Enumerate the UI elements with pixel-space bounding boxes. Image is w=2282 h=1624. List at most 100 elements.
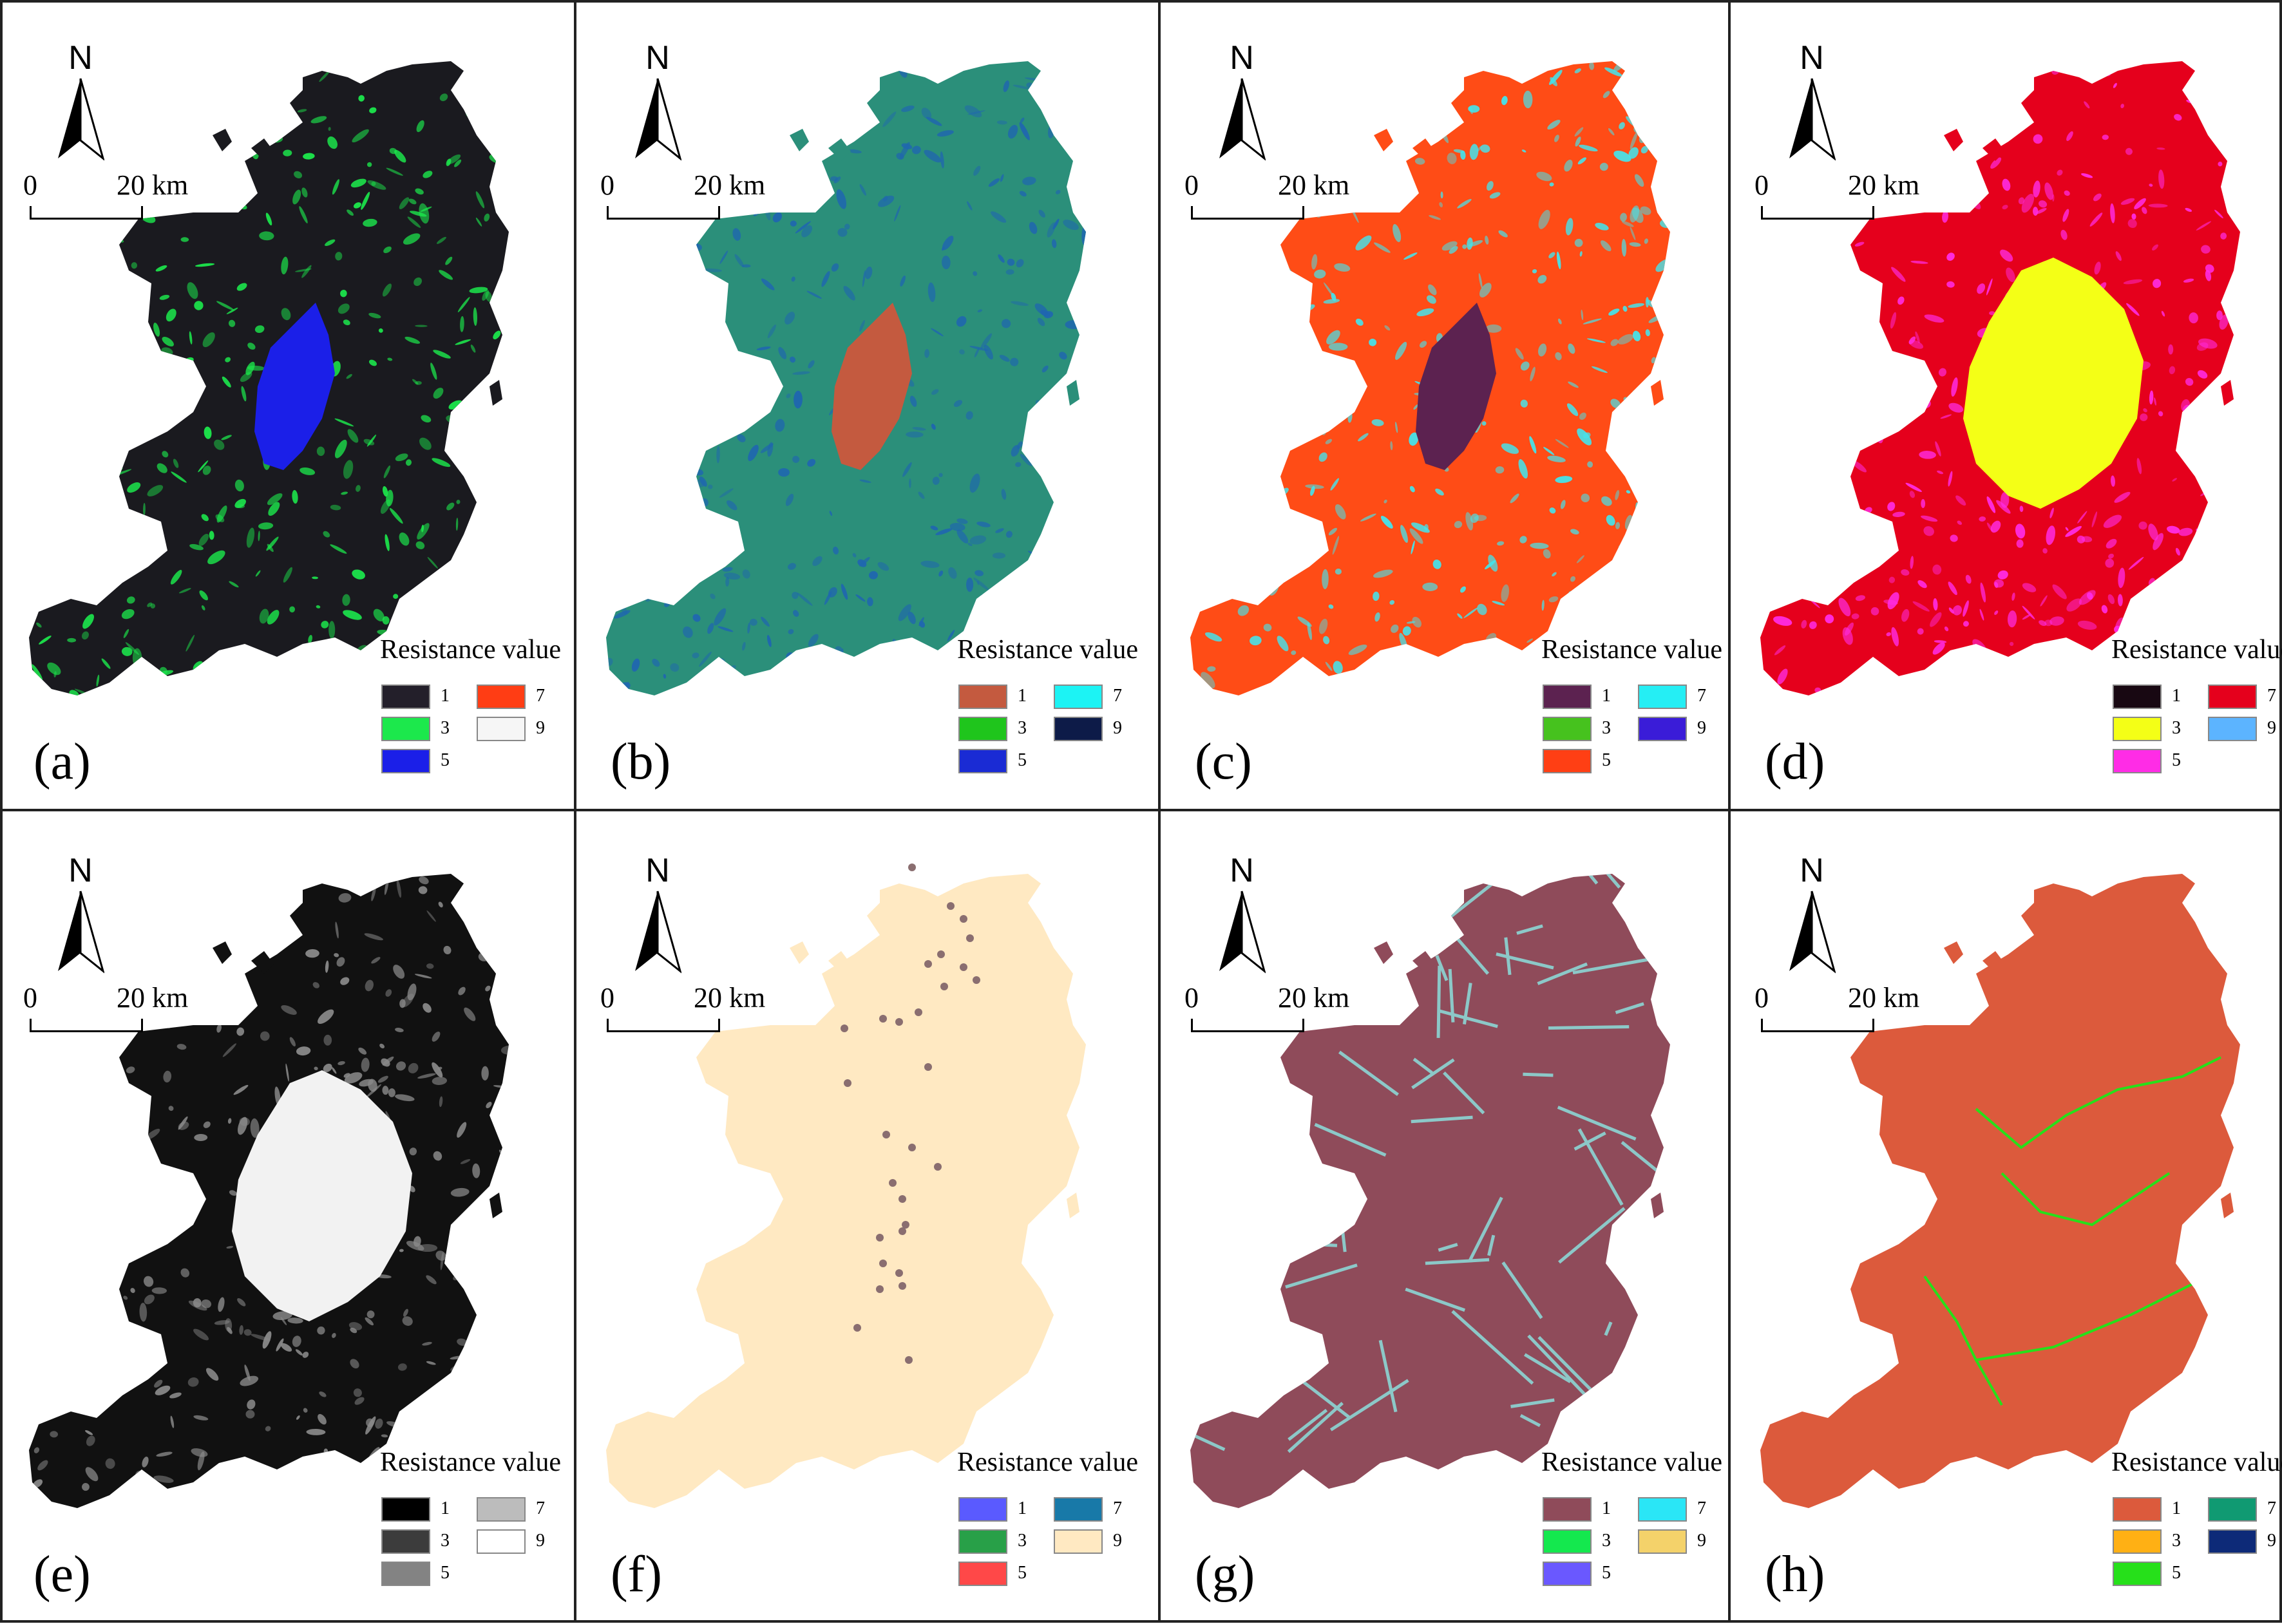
legend-swatch — [2113, 717, 2162, 741]
legend: Resistance value 1 3 5 7 9 — [957, 634, 1144, 795]
panel-letter: (g) — [1195, 1546, 1255, 1603]
legend-swatch — [958, 1562, 1007, 1586]
scale-line — [1761, 1019, 1874, 1032]
map-panel-c: N 0 20 km (c) Resistance value 1 3 5 7 9 — [1161, 0, 1732, 811]
legend: Resistance value 1 3 5 7 9 — [1541, 1447, 1728, 1608]
legend-swatch — [1543, 1529, 1592, 1554]
legend-value: 5 — [1018, 750, 1027, 770]
north-arrow-icon — [1789, 78, 1836, 161]
panel-letter: (f) — [611, 1546, 662, 1603]
north-arrow-icon — [58, 78, 104, 161]
legend-value: 1 — [2172, 686, 2181, 706]
map-panel-b: N 0 20 km (b) Resistance value 1 3 5 7 9 — [577, 0, 1148, 811]
scale-line — [607, 206, 720, 220]
panel-letter: (h) — [1765, 1546, 1825, 1603]
legend-value: 9 — [2267, 1531, 2276, 1551]
scale-start-label: 0 — [23, 982, 37, 1014]
legend-value: 7 — [1697, 686, 1706, 706]
scale-start-label: 0 — [1754, 982, 1769, 1014]
scale-end-label: 20 km — [117, 982, 189, 1014]
legend-swatch — [1543, 717, 1592, 741]
scale-bar: 0 20 km — [600, 981, 765, 1039]
legend-title: Resistance value — [957, 1448, 1139, 1477]
scale-start-label: 0 — [23, 169, 37, 201]
north-arrow-icon — [1219, 891, 1266, 974]
legend: Resistance value 1 3 5 7 9 — [2111, 634, 2282, 795]
legend-value: 7 — [1113, 1498, 1122, 1518]
legend-swatch — [1543, 1497, 1592, 1522]
north-arrow: N — [1206, 851, 1277, 974]
legend-value: 1 — [2172, 1498, 2181, 1518]
legend-swatch — [2208, 717, 2257, 741]
legend-title: Resistance value — [380, 635, 562, 665]
map-panel-h: N 0 20 km (h) Resistance value 1 3 5 7 9 — [1731, 813, 2282, 1624]
legend: Resistance value 1 3 5 7 9 — [2111, 1447, 2282, 1608]
legend-swatch — [381, 749, 430, 773]
legend-value: 3 — [2172, 1531, 2181, 1551]
north-label: N — [68, 852, 93, 889]
legend-swatch — [381, 717, 430, 741]
legend: Resistance value 1 3 5 7 9 — [1541, 634, 1728, 795]
north-arrow: N — [1776, 851, 1847, 974]
legend-value: 5 — [1602, 750, 1611, 770]
north-label: N — [1800, 852, 1824, 889]
legend-swatch — [1054, 1497, 1103, 1522]
region-map — [1760, 874, 2240, 1508]
legend-value: 1 — [1602, 1498, 1611, 1518]
panel-letter: (a) — [33, 733, 91, 790]
legend-swatch — [2208, 685, 2257, 709]
region-map — [29, 874, 509, 1508]
scale-start-label: 0 — [600, 982, 614, 1014]
legend-swatch — [2113, 1562, 2162, 1586]
legend-swatch — [381, 1562, 430, 1586]
legend-value: 3 — [441, 718, 450, 738]
north-arrow-icon — [58, 891, 104, 974]
legend-swatch — [381, 1497, 430, 1522]
legend-swatch — [2208, 1497, 2257, 1522]
legend-title: Resistance value — [2111, 1448, 2282, 1477]
region-map — [606, 61, 1086, 695]
legend-value: 9 — [1113, 1531, 1122, 1551]
region-map — [606, 864, 1086, 1508]
legend-value: 3 — [1602, 1531, 1611, 1551]
legend-value: 9 — [1697, 1531, 1706, 1551]
legend-title: Resistance value — [1541, 635, 1723, 665]
scale-end-label: 20 km — [694, 982, 766, 1014]
legend-value: 3 — [1018, 1531, 1027, 1551]
map-panel-e: N 0 20 km (e) Resistance value 1 3 5 7 9 — [0, 813, 571, 1624]
legend-value: 7 — [2267, 1498, 2276, 1518]
scale-end-label: 20 km — [1278, 982, 1350, 1014]
map-panel-g: N 0 20 km (g) Resistance value 1 3 5 7 9 — [1161, 813, 1732, 1624]
legend-value: 7 — [536, 1498, 545, 1518]
legend-swatch — [381, 1529, 430, 1554]
scale-bar: 0 20 km — [1754, 169, 1919, 227]
legend-title: Resistance value — [2111, 635, 2282, 665]
north-label: N — [1230, 39, 1254, 77]
north-label: N — [645, 852, 670, 889]
legend-value: 7 — [2267, 686, 2276, 706]
scale-bar: 0 20 km — [1184, 169, 1349, 227]
legend-value: 5 — [1018, 1563, 1027, 1583]
legend-swatch — [381, 685, 430, 709]
legend-swatch — [2113, 685, 2162, 709]
legend-title: Resistance value — [957, 635, 1139, 665]
scale-line — [1191, 206, 1304, 220]
legend-value: 9 — [536, 718, 545, 738]
north-arrow: N — [45, 851, 116, 974]
legend: Resistance value 1 3 5 7 9 — [957, 1447, 1144, 1608]
legend-swatch — [1054, 717, 1103, 741]
scale-bar: 0 20 km — [23, 169, 188, 227]
panel-letter: (e) — [33, 1546, 91, 1603]
scale-line — [1761, 206, 1874, 220]
legend-swatch — [2113, 749, 2162, 773]
legend: Resistance value 1 3 5 7 9 — [380, 1447, 567, 1608]
legend-value: 1 — [441, 686, 450, 706]
scale-bar: 0 20 km — [1184, 981, 1349, 1039]
legend-value: 9 — [1113, 718, 1122, 738]
region-map — [1760, 61, 2240, 695]
legend-value: 1 — [441, 1498, 450, 1518]
scale-end-label: 20 km — [1278, 169, 1350, 201]
legend-value: 7 — [1113, 686, 1122, 706]
legend-swatch — [477, 685, 526, 709]
